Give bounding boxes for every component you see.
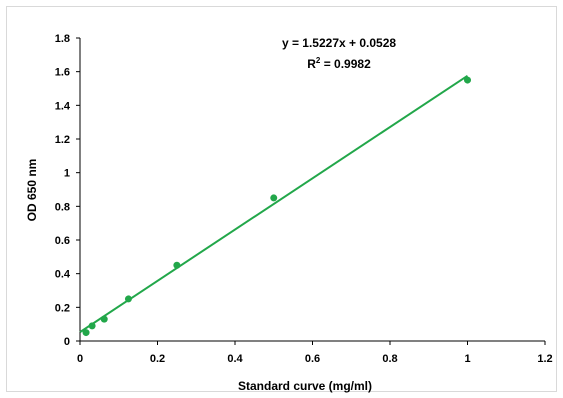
y-tick-label: 0.8 <box>55 201 70 213</box>
x-tick-label: 1 <box>464 353 470 365</box>
r-squared-label: R2 = 0.9982 <box>307 56 371 71</box>
tick-labels: 0 0.2 0.4 0.6 0.8 1 1.2 1.4 1.6 1.8 0 0.2 0.4 0.6 0.8 1… <box>55 33 553 365</box>
y-axis-title: OD 650 nm <box>25 159 39 222</box>
data-point <box>173 261 181 269</box>
x-tick-label: 1.2 <box>537 353 552 365</box>
trendline-group <box>79 74 469 333</box>
data-point <box>100 315 108 323</box>
x-tick-label: 0.6 <box>305 353 320 365</box>
y-tick-label: 1.8 <box>55 33 70 45</box>
data-point <box>82 329 90 337</box>
y-tick-label: 1.2 <box>55 134 70 146</box>
y-tick-label: 0.4 <box>55 269 71 281</box>
y-tick-label: 1 <box>64 168 70 180</box>
axes <box>76 37 546 345</box>
trendline-equation: y = 1.5227x + 0.0528 <box>282 36 396 50</box>
y-tick-label: 0.6 <box>55 235 70 247</box>
x-tick-label: 0 <box>77 353 83 365</box>
x-tick-label: 0.8 <box>382 353 397 365</box>
x-axis-title: Standard curve (mg/ml) <box>238 379 372 393</box>
x-tick-label: 0.4 <box>227 353 243 365</box>
trendline <box>79 74 469 333</box>
y-tick-label: 1.6 <box>55 67 70 79</box>
y-tick-label: 0.2 <box>55 302 70 314</box>
data-point <box>124 295 132 303</box>
x-tick-label: 0.2 <box>150 353 165 365</box>
data-point <box>270 194 278 202</box>
data-points <box>82 76 471 337</box>
y-tick-label: 1.4 <box>55 100 71 112</box>
y-tick-label: 0 <box>64 336 70 348</box>
data-point <box>88 322 96 330</box>
data-point <box>464 76 471 84</box>
